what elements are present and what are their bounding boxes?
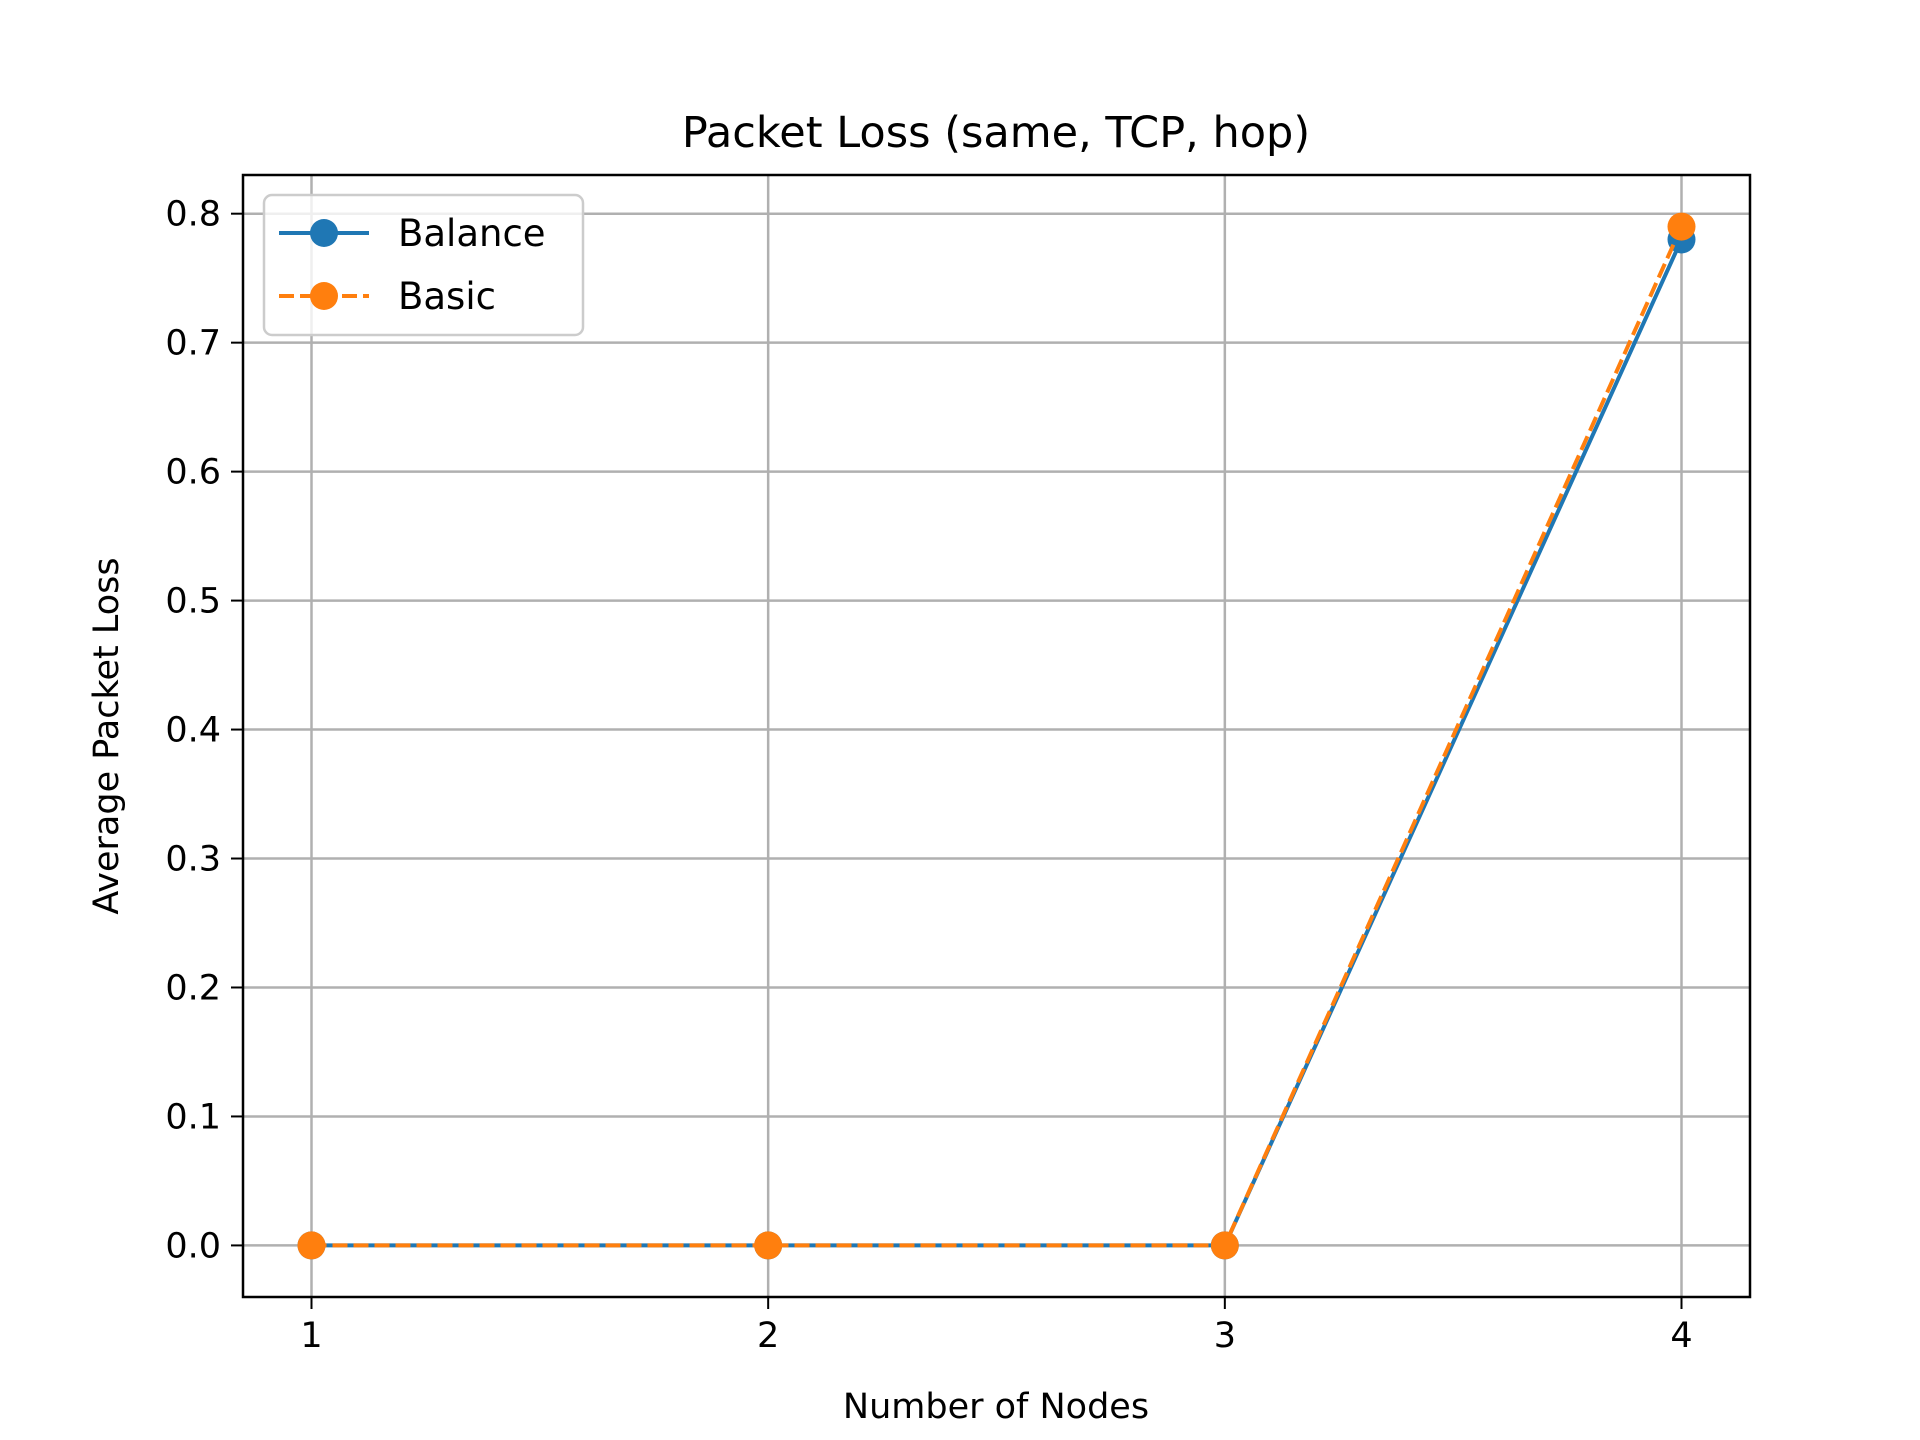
y-tick-label: 0.8 — [165, 195, 221, 235]
y-tick-label: 0.1 — [165, 1097, 221, 1137]
legend-marker-basic — [310, 282, 338, 310]
x-axis-label: Number of Nodes — [843, 1387, 1149, 1427]
legend: Balance Basic — [262, 193, 585, 337]
y-tick-label: 0.5 — [165, 582, 221, 622]
plot-area-frame — [241, 173, 1752, 1299]
y-tick-label: 0.6 — [165, 453, 221, 493]
data-point-basic — [1210, 1231, 1239, 1260]
data-point-basic — [754, 1231, 783, 1260]
legend-box — [262, 193, 585, 337]
y-tick-label: 0.4 — [165, 711, 221, 751]
series-line-basic — [311, 225, 1684, 1248]
x-tick-label: 4 — [1670, 1316, 1692, 1356]
series-layer — [297, 212, 1696, 1260]
legend-label-basic: Basic — [398, 275, 496, 318]
legend-marker-balance — [310, 219, 338, 247]
axis-ticks: 1 2 3 4 0.0 0.1 0.2 0.3 0.4 0.5 0.6 0.7 0.8 — [165, 195, 1692, 1356]
y-axis-label: Average Packet Loss — [87, 557, 127, 914]
y-tick-label: 0.2 — [165, 968, 221, 1008]
legend-label-balance: Balance — [398, 212, 546, 255]
chart-title: Packet Loss (same, TCP, hop) — [682, 108, 1310, 158]
x-tick-label: 2 — [757, 1316, 779, 1356]
grid-lines — [243, 175, 1750, 1297]
y-tick-label: 0.0 — [165, 1226, 221, 1266]
x-tick-label: 1 — [300, 1316, 322, 1356]
data-point-basic — [297, 1231, 326, 1260]
y-tick-label: 0.7 — [165, 324, 221, 364]
y-tick-label: 0.3 — [165, 840, 221, 880]
x-tick-label: 3 — [1214, 1316, 1236, 1356]
data-point-basic — [1667, 212, 1696, 241]
